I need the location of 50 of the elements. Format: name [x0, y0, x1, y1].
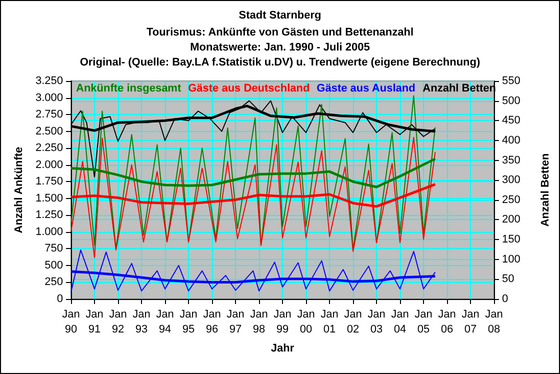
- y-tick-label: 1.500: [35, 192, 63, 204]
- y-axis-title: Anzahl Ankünfte: [13, 146, 26, 234]
- y-tick-label: 2.500: [35, 125, 63, 138]
- y-tick-label: 500: [44, 259, 63, 272]
- y2-tick-label: 450: [502, 114, 520, 127]
- y2-tick-label: 250: [502, 194, 520, 206]
- y-tick-label: 750: [44, 242, 63, 255]
- x-tick-label: Jan 93: [132, 308, 150, 336]
- chart-subtitle: Tourismus: Ankünfte von Gästen und Bettenanzahl Monatswerte: Jan. 1990 - Juli 2005 Original- (Quelle: Bay.LA f.Statistik u.DV) u. Trendwerte (eigene Berechnung): [80, 26, 480, 68]
- y2-tick-label: 200: [502, 214, 520, 226]
- x-tick-label: Jan 95: [180, 308, 198, 336]
- x-tick-label: Jan 98: [250, 308, 268, 336]
- x-tick-label: Jan 04: [391, 308, 409, 336]
- y2-tick-label: 50: [502, 273, 514, 286]
- y-tick-label: 1.750: [35, 176, 63, 188]
- y-tick-label: 1.000: [35, 226, 63, 238]
- x-tick-label: Jan 00: [297, 308, 315, 336]
- x-tick-label: Jan 94: [156, 308, 174, 336]
- x-tick-label: Jan 07: [462, 308, 480, 336]
- x-tick-label: Jan 99: [274, 308, 292, 336]
- y2-axis-title: Anzahl Betten: [540, 153, 552, 227]
- x-tick-label: Jan 06: [438, 308, 456, 336]
- x-tick-label: Jan 01: [320, 308, 338, 336]
- y-tick-label: 250: [44, 276, 63, 288]
- y2-tick-label: 300: [502, 174, 520, 186]
- y2-tick-label: 0: [502, 293, 508, 305]
- x-tick-label: Jan 97: [226, 308, 244, 336]
- y-tick-label: 2.250: [35, 142, 63, 154]
- y2-tick-label: 400: [502, 134, 520, 146]
- x-tick-label: Jan 05: [414, 308, 432, 336]
- y2-tick-label: 350: [502, 154, 520, 166]
- x-tick-label: Jan 96: [203, 308, 221, 336]
- chart-title: Stadt Starnberg: [238, 10, 322, 22]
- y2-tick-label: 100: [502, 253, 520, 266]
- y-tick-label: 0: [56, 293, 63, 305]
- x-tick-label: Jan 03: [368, 308, 386, 336]
- x-tick-label: Jan 92: [109, 308, 127, 336]
- y2-tick-label: 550: [502, 75, 520, 87]
- x-tick-label: Jan 08: [485, 308, 503, 336]
- y-tick-label: 2.750: [35, 108, 63, 121]
- x-tick-label: Jan 90: [62, 308, 80, 336]
- y-tick-label: 3.000: [35, 92, 63, 104]
- x-tick-label: Jan 91: [86, 308, 104, 336]
- x-axis-title: Jahr: [270, 342, 295, 354]
- x-tick-label: Jan 02: [344, 308, 362, 336]
- y2-tick-label: 500: [502, 94, 520, 107]
- y-tick-label: 2.000: [35, 158, 63, 171]
- y-tick-label: 3.250: [35, 75, 63, 87]
- y-tick-label: 1.250: [35, 209, 63, 222]
- y2-tick-label: 150: [502, 234, 520, 246]
